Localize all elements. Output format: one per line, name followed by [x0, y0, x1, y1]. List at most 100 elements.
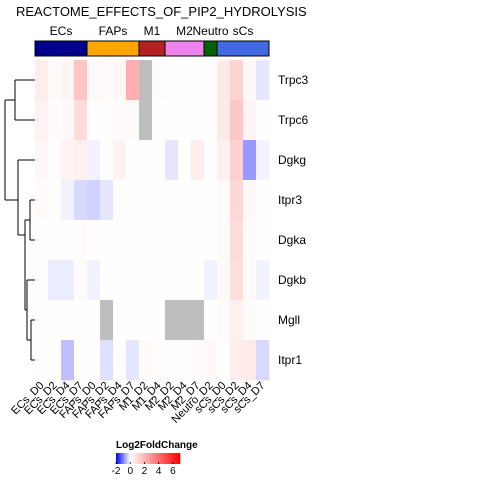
- heatmap-cell: [243, 340, 257, 381]
- heatmap-cell: [61, 140, 75, 181]
- column-labels: ECs_D0ECs_D2ECs_D4ECs_D7FAPs_D0FAPs_D2FA…: [9, 380, 267, 426]
- group-bar-ecs: [34, 40, 88, 57]
- heatmap-cell: [139, 180, 153, 221]
- group-bar-m1: [138, 40, 166, 57]
- heatmap-cell: [139, 220, 153, 261]
- legend-gradient-step: [136, 453, 138, 464]
- legend-gradient-step: [124, 453, 126, 464]
- heatmap-cell: [191, 100, 205, 141]
- legend-gradient-step: [152, 453, 154, 464]
- heatmap-cell: [178, 140, 192, 181]
- heatmap-cell: [230, 100, 244, 141]
- legend-gradient-step: [123, 453, 125, 464]
- heatmap-cell: [100, 180, 114, 221]
- legend-gradient-step: [151, 453, 153, 464]
- heatmap-cell: [243, 140, 257, 181]
- legend-gradient-step: [118, 453, 120, 464]
- legend-gradient-step: [129, 453, 131, 464]
- heatmap-cell: [35, 300, 49, 341]
- legend-tick-label: 6: [170, 466, 176, 477]
- heatmap-body: [35, 60, 270, 381]
- heatmap-cell: [191, 340, 205, 381]
- heatmap-cell: [256, 100, 270, 141]
- legend-gradient-step: [154, 453, 156, 464]
- legend-gradient-step: [163, 453, 165, 464]
- heatmap-cell: [35, 60, 49, 101]
- legend-gradient-step: [161, 453, 163, 464]
- heatmap-cell: [204, 260, 218, 301]
- legend-gradient-step: [142, 453, 144, 464]
- legend-gradient-step: [156, 453, 158, 464]
- legend-gradient-step: [170, 453, 172, 464]
- legend-gradient-step: [176, 453, 178, 464]
- heatmap-cell: [113, 340, 127, 381]
- heatmap-cell: [217, 220, 231, 261]
- heatmap-cell: [61, 100, 75, 141]
- group-bar-neutro: [203, 40, 218, 57]
- legend-gradient-step: [116, 453, 118, 464]
- legend-gradient-step: [179, 453, 181, 464]
- heatmap-cell: [74, 140, 88, 181]
- heatmap-cell: [139, 100, 153, 141]
- heatmap-cell: [256, 300, 270, 341]
- heatmap-cell: [256, 60, 270, 101]
- legend-gradient-step: [119, 453, 121, 464]
- heatmap-cell: [35, 340, 49, 381]
- legend-gradient-step: [166, 453, 168, 464]
- legend-gradient-step: [144, 453, 146, 464]
- legend-gradient-step: [128, 453, 130, 464]
- legend-gradient-step: [149, 453, 151, 464]
- heatmap-cell: [243, 100, 257, 141]
- legend-tick-label: 4: [156, 466, 162, 477]
- legend-gradient-step: [141, 453, 143, 464]
- legend-tick-label: 2: [142, 466, 148, 477]
- row-label: Itpr3: [278, 193, 302, 207]
- heatmap-cell: [48, 140, 62, 181]
- heatmap-cell: [191, 140, 205, 181]
- heatmap-cell: [61, 260, 75, 301]
- heatmap-cell: [243, 300, 257, 341]
- legend-gradient-step: [133, 453, 135, 464]
- legend-gradient-step: [150, 453, 152, 464]
- row-label: Dgka: [278, 233, 306, 247]
- heatmap-cell: [217, 140, 231, 181]
- heatmap-cell: [139, 260, 153, 301]
- heatmap-cell: [74, 60, 88, 101]
- heatmap-cell: [204, 180, 218, 221]
- heatmap-cell: [204, 140, 218, 181]
- heatmap-cell: [48, 260, 62, 301]
- heatmap-cell: [256, 220, 270, 261]
- heatmap-cell: [126, 100, 140, 141]
- heatmap-cell: [100, 300, 114, 341]
- heatmap-cell: [243, 60, 257, 101]
- heatmap-cell: [256, 260, 270, 301]
- heatmap-cell: [230, 180, 244, 221]
- heatmap-cell: [87, 100, 101, 141]
- heatmap-cell: [35, 260, 49, 301]
- group-bar-m2: [164, 40, 205, 57]
- group-label-ecs: ECs: [50, 24, 73, 38]
- row-label: Dgkb: [278, 273, 306, 287]
- heatmap-cell: [139, 300, 153, 341]
- legend-gradient-step: [178, 453, 180, 464]
- heatmap-cell: [178, 60, 192, 101]
- heatmap-cell: [126, 60, 140, 101]
- legend-gradient-step: [155, 453, 157, 464]
- heatmap-cell: [178, 220, 192, 261]
- heatmap-cell: [74, 100, 88, 141]
- group-label-neutro: Neutro: [192, 24, 228, 38]
- legend-gradient-step: [172, 453, 174, 464]
- heatmap-cell: [256, 340, 270, 381]
- heatmap-cell: [191, 220, 205, 261]
- heatmap-cell: [87, 300, 101, 341]
- group-label-m1: M1: [144, 24, 161, 38]
- legend-gradient-step: [131, 453, 133, 464]
- legend-gradient-step: [162, 453, 164, 464]
- heatmap-cell: [256, 180, 270, 221]
- heatmap-cell: [230, 260, 244, 301]
- heatmap-cell: [217, 340, 231, 381]
- heatmap-cell: [139, 140, 153, 181]
- heatmap-cell: [152, 180, 166, 221]
- legend-gradient-step: [147, 453, 149, 464]
